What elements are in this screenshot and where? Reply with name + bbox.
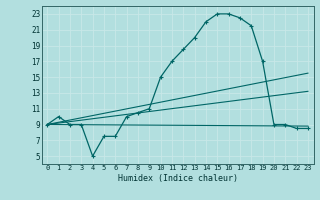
X-axis label: Humidex (Indice chaleur): Humidex (Indice chaleur) — [118, 174, 237, 183]
